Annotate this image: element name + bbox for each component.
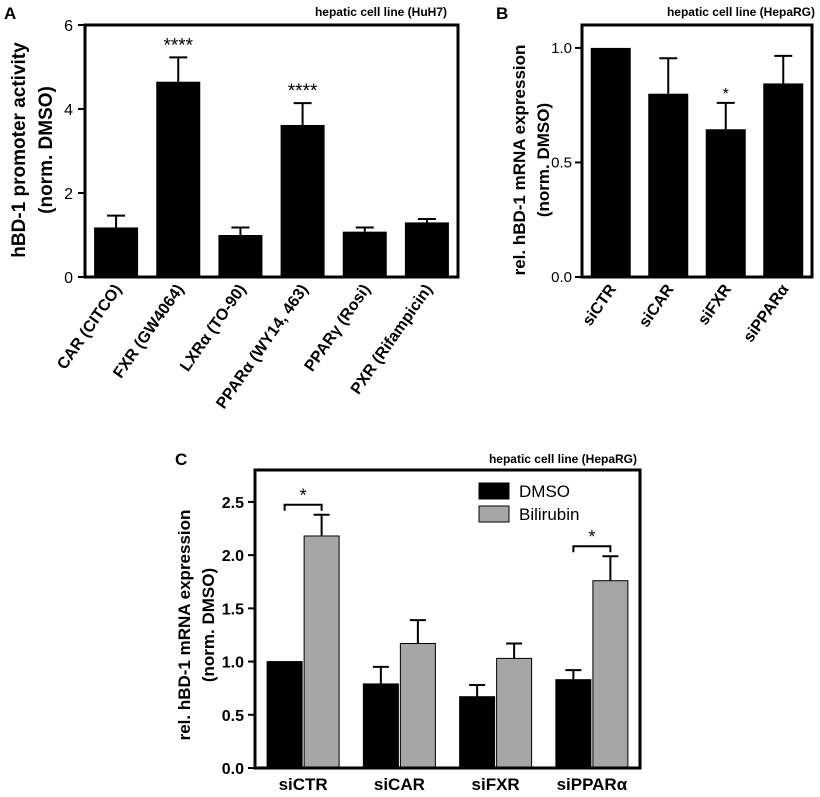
legend-label-dmso: DMSO	[519, 482, 570, 501]
panel-c-ytick-label: 2.5	[222, 495, 244, 512]
panel-a-bar	[156, 81, 201, 277]
panel-a-xtick-label: FXR (GW4064)	[110, 282, 187, 382]
panel-c-title: hepatic cell line (HepaRG)	[489, 452, 637, 466]
panel-c-ytick-label: 1.0	[222, 655, 244, 672]
panel-c-xtick-label: siPPARα	[557, 775, 628, 794]
panel-b-bar	[763, 83, 804, 277]
legend-swatch-bilirubin	[478, 505, 510, 523]
panel-b-ytick-label: 0.5	[551, 154, 572, 171]
panel-a-ylabel-line1: hBD-1 promoter activity	[9, 42, 30, 258]
panel-c-xtick-label: siCTR	[279, 775, 328, 794]
panel-c-bar-bilirubin	[592, 580, 629, 769]
panel-a-bar	[94, 227, 139, 277]
legend: DMSO Bilirubin	[478, 482, 579, 524]
legend-label-bilirubin: Bilirubin	[519, 505, 579, 524]
panel-a-ylabel-line2: (norm. DMSO)	[36, 86, 57, 214]
panel-c-ytick-label: 1.5	[222, 601, 244, 618]
panel-b-xtick-label: siPPARα	[740, 281, 792, 345]
panel-b-xtick-label: siCAR	[636, 281, 678, 330]
panel-a-bar	[280, 124, 325, 278]
panel-c-bar-bilirubin	[399, 642, 436, 769]
panel-c-ytick-label: 2.0	[222, 548, 244, 565]
panel-c-bar-dmso	[555, 679, 592, 769]
panel-a-ytick-label: 2	[64, 186, 73, 203]
panel-c-xtick-label: siCAR	[374, 775, 425, 794]
panel-c-significance-bracket	[572, 545, 612, 553]
panel-b-xtick-label: siFXR	[695, 281, 735, 328]
panel-b-xtick-label: siCTR	[580, 281, 621, 329]
panel-a-ytick-label: 6	[64, 18, 73, 35]
panel-c-significance-label: *	[588, 527, 595, 547]
panel-a: A hepatic cell line (HuH7) hBD-1 promote…	[4, 4, 460, 412]
panel-a-significance: ****	[288, 81, 318, 102]
panel-b: B hepatic cell line (HepaRG) rel. hBD-1 …	[496, 4, 815, 346]
panel-b-bar	[648, 93, 689, 278]
panel-c-significance-bracket	[283, 503, 323, 511]
panel-a-ytick-label: 4	[64, 102, 73, 119]
panel-c-axes-frame	[253, 468, 642, 770]
panel-c-letter: C	[175, 450, 187, 469]
legend-swatch-dmso	[478, 482, 510, 500]
panel-a-bar	[218, 235, 263, 277]
panel-b-ytick-label: 0.0	[551, 269, 572, 286]
panel-c-bar-bilirubin	[303, 535, 340, 769]
panel-a-xtick-label: CAR (CITCO)	[54, 282, 125, 373]
panel-c-ylabel-line1: rel. hBD-1 mRNA expression	[175, 510, 194, 741]
panel-c-xtick-label: siFXR	[472, 775, 520, 794]
panel-a-ytick-label: 0	[64, 270, 73, 287]
panel-b-ylabel-line2: (norm. DMSO)	[534, 103, 553, 217]
panel-c-ylabel-line2: (norm. DMSO)	[199, 568, 218, 682]
panel-c-ytick-label: 0.5	[222, 708, 244, 725]
panel-b-axes-frame	[580, 23, 814, 279]
panel-b-title: hepatic cell line (HepaRG)	[667, 5, 815, 19]
panel-b-bar	[705, 129, 746, 277]
panel-c-bar-dmso	[362, 683, 399, 769]
panel-a-bar	[342, 231, 387, 277]
panel-b-letter: B	[496, 4, 508, 23]
panel-b-ylabel-line1: rel. hBD-1 mRNA expression	[510, 45, 529, 276]
panel-a-xtick-label: PPARγ (Rosi)	[302, 282, 374, 375]
panel-b-significance: *	[723, 86, 729, 103]
panel-c-significance-label: *	[300, 486, 307, 506]
panel-a-axes-frame	[83, 23, 460, 279]
panel-c: C hepatic cell line (HepaRG) rel. hBD-1 …	[175, 450, 642, 794]
panel-a-significance: ****	[163, 35, 193, 56]
panel-a-bar	[404, 222, 449, 277]
panel-c-bar-dmso	[266, 661, 303, 769]
panel-a-xtick-label: LXRα (TO-90)	[177, 282, 249, 375]
panel-a-letter: A	[4, 4, 16, 23]
panel-c-bar-dmso	[459, 696, 496, 769]
panel-a-title: hepatic cell line (HuH7)	[315, 5, 447, 19]
panel-c-bar-bilirubin	[496, 657, 533, 769]
panel-b-bar	[590, 47, 631, 278]
panel-c-ytick-label: 0.0	[222, 761, 244, 778]
panel-b-ytick-label: 1.0	[551, 40, 572, 57]
